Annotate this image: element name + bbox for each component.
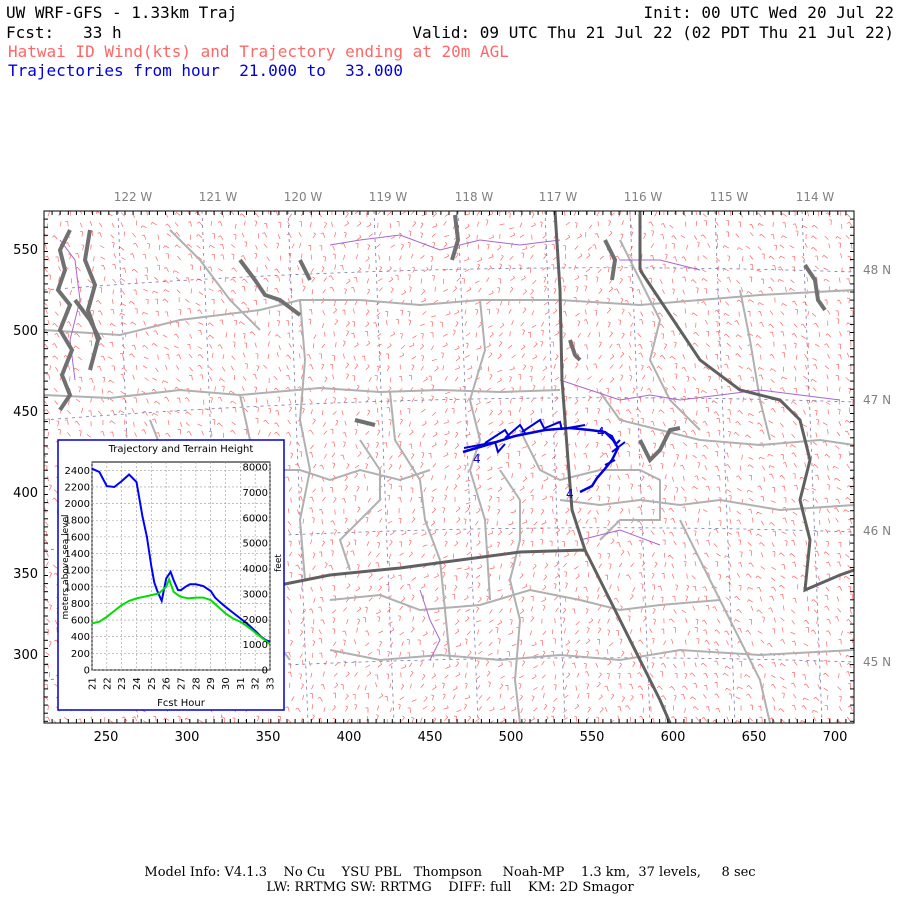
grid-x-label: 600 [661, 730, 686, 745]
grid-y-label: 450 [13, 405, 38, 420]
valid-time: Valid: 09 UTC Thu 21 Jul 22 (02 PDT Thu … [412, 23, 894, 42]
lat-lon-gridlines [44, 211, 854, 723]
inset-y2-tick: 1000 [243, 640, 268, 651]
grid-y-label: 400 [13, 486, 38, 501]
inset-xlabel: Fcst Hour [157, 698, 206, 709]
grid-y-label: 500 [13, 324, 38, 339]
grid-x-labels: 250 300 350 400 450 500 550 600 650 700 [94, 730, 848, 745]
inset-x-tick: 24 [132, 677, 143, 690]
inset-x-tick: 26 [162, 677, 173, 690]
lon-label: 116 W [624, 190, 663, 204]
inset-ylabel-left: meters above sea level [61, 514, 71, 619]
inset-y-tick: 1000 [65, 582, 90, 593]
lon-label: 122 W [114, 190, 153, 204]
inset-x-tick: 29 [206, 677, 217, 690]
grid-y-label: 300 [13, 648, 38, 663]
inset-y2-tick: 2000 [243, 615, 268, 626]
inset-title: Trajectory and Terrain Height [108, 444, 254, 455]
lon-label: 117 W [539, 190, 578, 204]
inset-y2-tick: 7000 [243, 488, 268, 499]
inset-y2-tick: 5000 [243, 539, 268, 550]
grid-x-label: 650 [742, 730, 767, 745]
lon-label: 119 W [369, 190, 408, 204]
state-borders-layer [279, 211, 854, 723]
inset-x-tick: 25 [147, 677, 158, 690]
trajectory-marker-end: 4 [566, 487, 574, 501]
init-time: Init: 00 UTC Wed 20 Jul 22 [643, 3, 894, 22]
rivers-layer [59, 234, 841, 661]
inset-y-tick: 1600 [65, 532, 90, 543]
model-info-line2: LW: RRTMG SW: RRTMG DIFF: full KM: 2D Sm… [266, 880, 634, 895]
inset-x-tick: 27 [177, 677, 188, 690]
grid-x-label: 250 [94, 730, 119, 745]
inset-grid [91, 461, 271, 671]
inset-y-tick: 1200 [65, 566, 90, 577]
lon-label: 121 W [199, 190, 238, 204]
field-description: Hatwai ID Wind(kts) and Trajectory endin… [8, 42, 509, 61]
inset-y2-tick: 3000 [243, 589, 268, 600]
inset-y-ticks: 0 200 400 600 800 1000 1200 1400 1600 1800 2000 220… [65, 466, 90, 677]
inset-y-tick: 1400 [65, 549, 90, 560]
trajectory-range: Trajectories from hour 21.000 to 33.000 [8, 61, 403, 80]
model-info-line1: Model Info: V4.1.3 No Cu YSU PBL Thompso… [144, 865, 756, 880]
inset-x-tick: 30 [221, 677, 232, 690]
grid-x-label: 500 [499, 730, 524, 745]
inset-y-tick: 2200 [65, 482, 90, 493]
grid-y-label: 350 [13, 567, 38, 582]
grid-y-label: 550 [13, 243, 38, 258]
inset-y-tick: 2400 [65, 466, 90, 477]
latitude-labels: 48 N 47 N 46 N 45 N [863, 263, 891, 669]
inset-x-tick: 23 [117, 677, 128, 690]
inset-series-line [91, 576, 271, 645]
inset-ylabel-right: feet [274, 554, 284, 572]
grid-x-label: 700 [823, 730, 848, 745]
inset-y-tick: 800 [71, 599, 90, 610]
inset-y2-tick: 8000 [243, 463, 268, 474]
lat-label: 45 N [863, 655, 891, 669]
inset-y-tick: 400 [71, 632, 90, 643]
inset-x-tick: 28 [191, 677, 202, 690]
inset-y2-tick: 0 [262, 666, 268, 677]
lon-label: 115 W [710, 190, 749, 204]
inset-y2-tick: 6000 [243, 513, 268, 524]
inset-x-tick: 21 [88, 677, 99, 690]
inset-y-tick: 0 [84, 666, 90, 677]
inset-y-tick: 600 [71, 616, 90, 627]
trajectory-marker-start: 4 [473, 452, 481, 466]
inset-series-line [91, 467, 271, 643]
inset-x-ticks: 21 22 23 24 25 26 27 28 29 30 31 32 33 [88, 677, 277, 690]
lat-label: 48 N [863, 263, 891, 277]
grid-x-label: 450 [418, 730, 443, 745]
inset-y2-tick: 4000 [243, 564, 268, 575]
model-title: UW WRF-GFS - 1.33km Traj [6, 3, 238, 22]
inset-x-tick: 22 [102, 677, 113, 690]
inset-y-tick: 1800 [65, 516, 90, 527]
grid-y-labels: 550 500 450 400 350 300 [13, 243, 38, 663]
lon-label: 114 W [796, 190, 835, 204]
inset-y2-ticks: 0 1000 2000 3000 4000 5000 6000 7000 8000 [243, 463, 268, 677]
lon-label: 120 W [284, 190, 323, 204]
inset-x-tick: 32 [251, 677, 262, 690]
inset-y-tick: 2000 [65, 499, 90, 510]
trajectory-height-inset: Trajectory and Terrain Height 0 200 400 600… [57, 439, 285, 711]
inset-series [91, 467, 271, 645]
trajectory-marker-mid: 4 [597, 425, 605, 439]
inset-y-tick: 200 [71, 649, 90, 660]
lat-label: 46 N [863, 524, 891, 538]
lon-label: 118 W [455, 190, 494, 204]
grid-x-label: 400 [337, 730, 362, 745]
trajectory-path [462, 418, 626, 494]
lat-label: 47 N [863, 393, 891, 407]
grid-x-label: 350 [256, 730, 281, 745]
longitude-labels: 122 W 121 W 120 W 119 W 118 W 117 W 116 … [114, 190, 835, 204]
grid-x-label: 300 [175, 730, 200, 745]
forecast-hour: Fcst: 33 h [6, 23, 122, 42]
inset-x-tick: 31 [236, 677, 247, 690]
grid-x-label: 550 [580, 730, 605, 745]
inset-x-tick: 33 [266, 677, 277, 690]
